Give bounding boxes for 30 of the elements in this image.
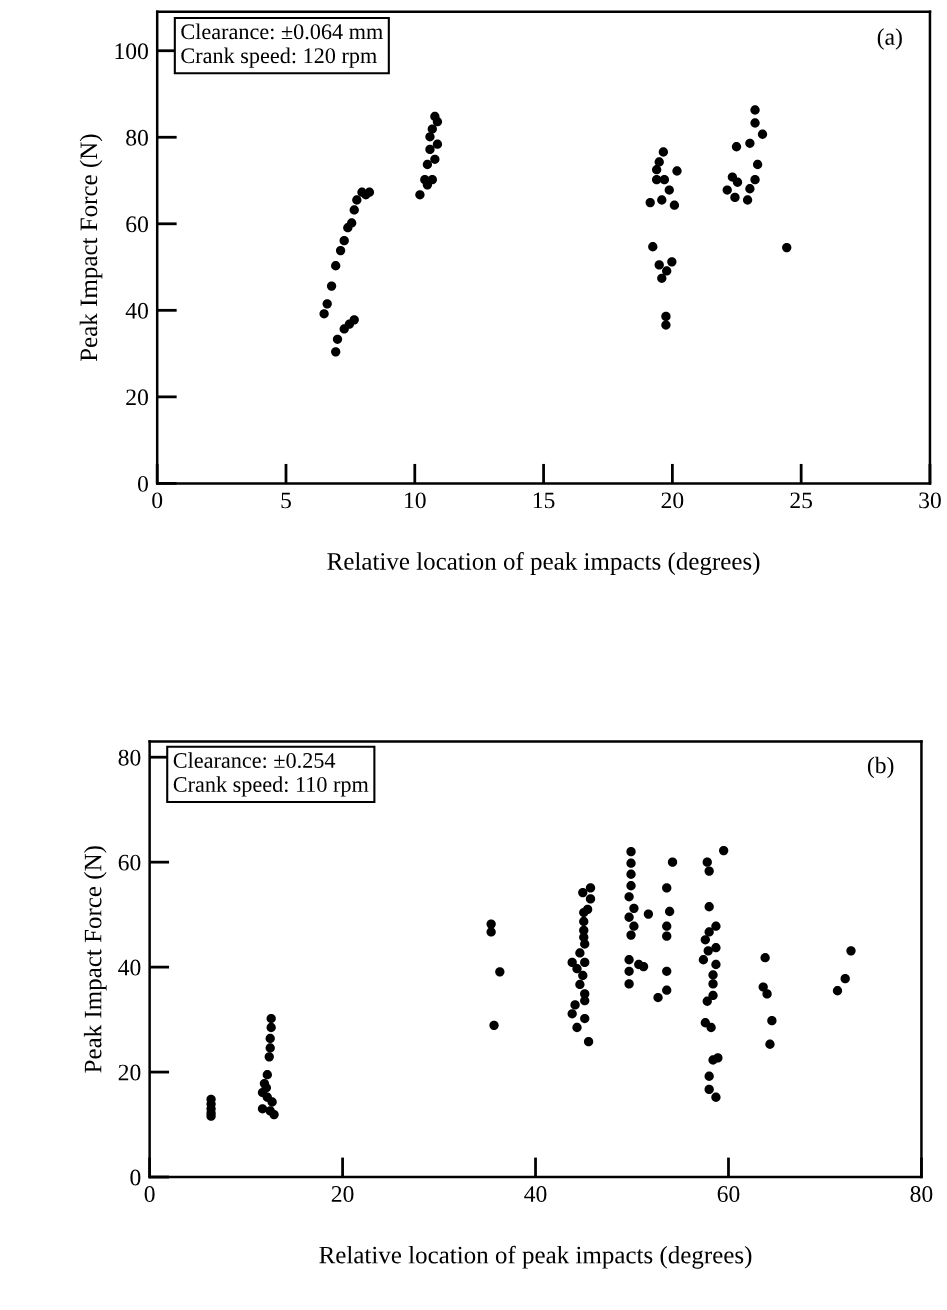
y-tick-label: 0 — [130, 1169, 141, 1186]
y-tick-label: 20 — [126, 389, 148, 406]
x-tick-label: 0 — [152, 492, 163, 509]
annotation: Clearance: ±0.254 Crank speed: 110 rpm — [173, 752, 369, 797]
x-tick-label: 20 — [331, 1186, 354, 1202]
x-tick-label: 30 — [919, 492, 941, 509]
y-tick-label: 0 — [137, 475, 148, 492]
x-tick-label: 15 — [533, 492, 555, 509]
y-tick-label: 100 — [115, 43, 148, 60]
y-axis-title: Peak Impact Force (N) — [79, 134, 103, 362]
x-axis-title: Relative location of peak impacts (degrees) — [319, 1245, 752, 1269]
y-tick-label: 40 — [125, 302, 148, 319]
x-axis-title: Relative location of peak impacts (degrees) — [327, 552, 760, 576]
annotation: (a) — [877, 28, 902, 50]
x-tick-label: 5 — [281, 492, 291, 509]
y-tick-label: 40 — [118, 959, 141, 976]
y-tick-label: 80 — [118, 749, 141, 766]
x-tick-label: 10 — [405, 492, 426, 509]
x-tick-label: 80 — [910, 1186, 933, 1202]
annotation: Clearance: ±0.064 mm Crank speed: 120 rpm — [181, 23, 383, 68]
y-tick-label: 60 — [126, 216, 148, 233]
x-tick-label: 20 — [661, 492, 684, 509]
x-tick-label: 25 — [790, 492, 813, 509]
y-tick-label: 20 — [118, 1064, 141, 1081]
x-tick-label: 40 — [524, 1186, 547, 1202]
y-axis-title: Peak Impact Force (N) — [83, 846, 107, 1073]
annotation: (b) — [867, 756, 894, 779]
y-tick-label: 60 — [118, 854, 141, 871]
y-tick-label: 80 — [126, 129, 148, 146]
x-tick-label: 60 — [717, 1186, 740, 1202]
